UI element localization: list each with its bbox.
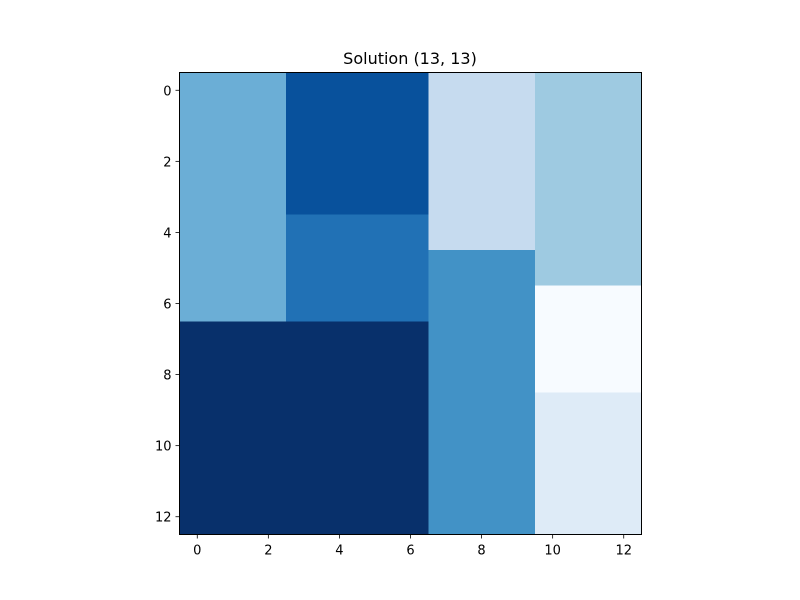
x-tick-label: 10 xyxy=(544,544,561,559)
heatmap-region-6 xyxy=(428,250,535,535)
x-tick-label: 4 xyxy=(335,544,343,559)
y-tick-label: 0 xyxy=(163,84,171,99)
heatmap-cells xyxy=(179,72,642,535)
heatmap-region-3 xyxy=(286,214,429,322)
heatmap-region-1 xyxy=(179,72,287,322)
x-tick-label: 2 xyxy=(264,544,272,559)
y-axis: 0 2 4 6 8 10 12 xyxy=(155,84,180,526)
heatmap-region-2 xyxy=(286,72,429,215)
y-tick-label: 6 xyxy=(163,298,171,313)
y-tick-label: 8 xyxy=(163,369,171,384)
heatmap-region-4 xyxy=(179,321,429,535)
x-tick-label: 12 xyxy=(615,544,632,559)
x-tick-label: 0 xyxy=(193,544,201,559)
heatmap-region-9 xyxy=(534,392,642,535)
chart-title: Solution (13, 13) xyxy=(343,49,477,68)
y-tick-label: 10 xyxy=(155,440,172,455)
y-tick-label: 12 xyxy=(155,511,172,526)
y-tick-label: 4 xyxy=(163,226,171,241)
x-tick-label: 6 xyxy=(406,544,414,559)
y-tick-label: 2 xyxy=(163,155,171,170)
plot-frame xyxy=(179,72,642,535)
heatmap-region-5 xyxy=(428,72,535,251)
x-tick-label: 8 xyxy=(477,544,485,559)
heatmap-region-8 xyxy=(534,285,642,393)
heatmap-region-7 xyxy=(534,72,642,286)
x-axis: 0 2 4 6 8 10 12 xyxy=(193,534,632,559)
